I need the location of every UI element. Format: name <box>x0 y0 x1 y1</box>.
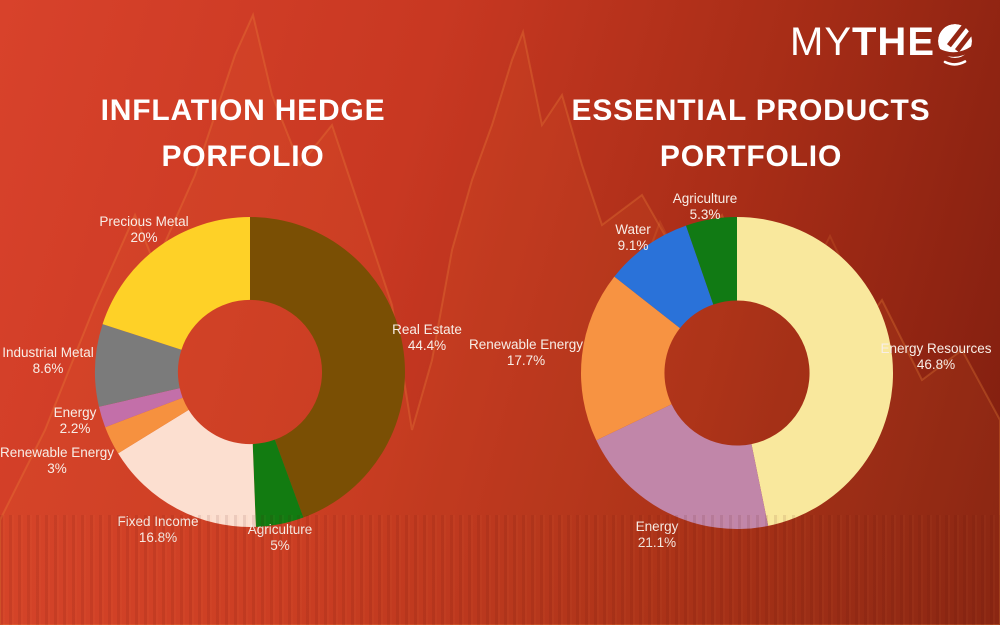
donut-slice-water-chart1[interactable] <box>614 225 714 329</box>
donut-slice-agriculture-chart1[interactable] <box>686 217 737 305</box>
left-chart-title-line2: PORFOLIO <box>161 140 325 173</box>
donut-slice-industrial-metal-chart0[interactable] <box>95 324 182 407</box>
donut-slice-agriculture-chart0[interactable] <box>252 439 304 527</box>
right-chart-title-line1: ESSENTIAL PRODUCTS <box>571 94 931 127</box>
donut-slice-renewable-energy-chart0[interactable] <box>105 397 189 454</box>
donut-slice-renewable-energy-chart1[interactable] <box>581 276 680 441</box>
donut-slice-fixed-income-chart0[interactable] <box>118 409 256 527</box>
theo-globe-o-icon <box>936 23 976 67</box>
left-chart-title: INFLATION HEDGE PORFOLIO <box>16 88 470 180</box>
left-chart-title-line1: INFLATION HEDGE <box>100 94 386 127</box>
right-chart-title: ESSENTIAL PRODUCTS PORTFOLIO <box>520 88 982 180</box>
donut-slice-precious-metal-chart0[interactable] <box>102 217 250 350</box>
logo-text-my: MY <box>790 20 852 64</box>
right-chart-title-line2: PORTFOLIO <box>659 140 843 173</box>
mytheo-logo: MY THE <box>790 20 976 67</box>
donut-slice-real-estate-chart0[interactable] <box>250 217 405 518</box>
donut-slice-energy-chart0[interactable] <box>98 388 183 428</box>
donut-slice-energy-resources-chart1[interactable] <box>737 217 894 526</box>
logo-text-the: THE <box>852 20 935 64</box>
donut-slice-energy-chart1[interactable] <box>596 404 769 530</box>
